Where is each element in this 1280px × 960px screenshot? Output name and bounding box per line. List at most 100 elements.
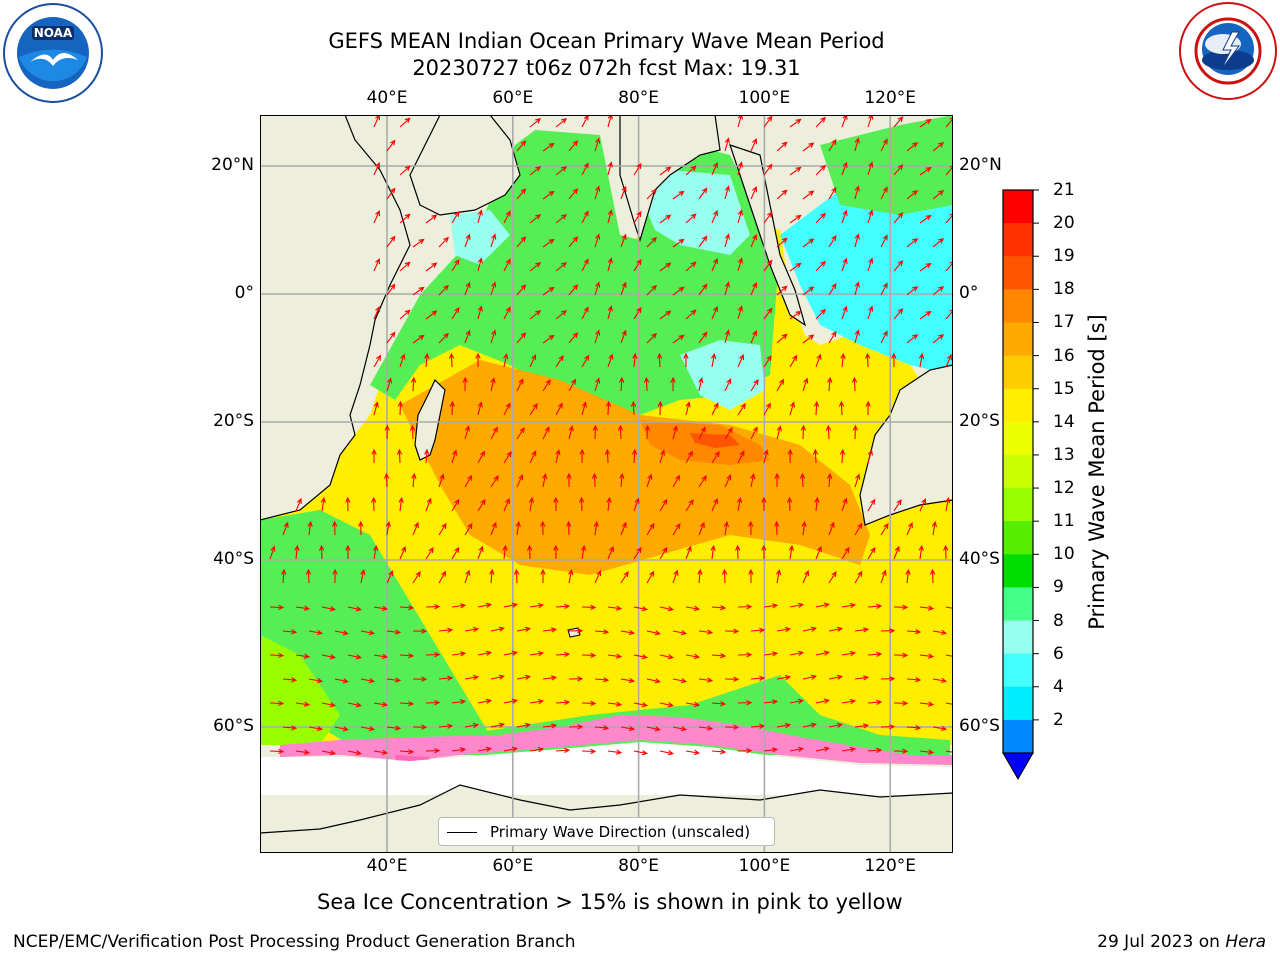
wave-direction-arrow (893, 545, 900, 560)
nws-logo (1179, 2, 1277, 100)
wave-direction-arrow (750, 379, 759, 392)
wave-direction-arrow (776, 378, 785, 392)
wave-direction-arrow (685, 213, 697, 224)
wave-direction-arrow (399, 748, 415, 755)
wave-direction-arrow (672, 474, 681, 488)
wave-direction-arrow (724, 137, 730, 152)
wave-direction-arrow (360, 630, 376, 636)
wave-direction-arrow (555, 651, 571, 658)
wave-direction-arrow (737, 115, 743, 128)
wave-direction-arrow (607, 209, 613, 224)
lat-tick-left-3: 40°S (213, 549, 254, 569)
wave-direction-arrow (893, 260, 904, 272)
wave-direction-arrow (750, 675, 766, 681)
wave-direction-arrow (451, 306, 460, 320)
wave-direction-arrow (282, 521, 289, 536)
wave-direction-arrow (321, 702, 336, 708)
wave-direction-arrow (633, 702, 648, 708)
wave-direction-arrow (503, 698, 518, 704)
wave-direction-arrow (672, 334, 685, 344)
wave-direction-arrow (750, 329, 757, 344)
wave-direction-arrow (332, 520, 338, 536)
wave-direction-arrow (399, 309, 411, 320)
wave-direction-arrow (763, 115, 773, 128)
wave-direction-arrow (383, 472, 390, 488)
wave-direction-arrow (412, 521, 419, 536)
wave-direction-arrow (412, 628, 428, 634)
wave-direction-arrow (827, 376, 833, 392)
wave-direction-arrow (282, 629, 298, 635)
wave-direction-arrow (711, 257, 718, 272)
lon-tick-bot-4: 120°E (864, 856, 917, 876)
wave-direction-arrow (360, 726, 376, 732)
wave-direction-arrow (919, 749, 935, 755)
wave-direction-arrow (581, 306, 589, 320)
wave-direction-arrow (503, 746, 518, 752)
wave-direction-arrow (579, 448, 585, 464)
wave-direction-arrow (880, 138, 888, 152)
wave-direction-arrow (399, 545, 406, 560)
wave-direction-arrow (710, 352, 717, 368)
colorbar-swatch-10 (1003, 521, 1033, 555)
wave-direction-arrow (841, 257, 848, 272)
wave-direction-arrow (750, 185, 757, 200)
wave-direction-arrow (529, 354, 537, 368)
wave-direction-arrow (815, 650, 830, 656)
wave-direction-arrow (451, 603, 467, 609)
wave-direction-arrow (893, 700, 909, 706)
wave-direction-arrow (373, 401, 379, 416)
wave-direction-arrow (919, 214, 932, 224)
wave-direction-arrow (685, 545, 692, 560)
wave-direction-arrow (748, 568, 754, 584)
colorbar-tick-15: 15 (1053, 378, 1075, 399)
wave-direction-arrow (477, 305, 483, 320)
wave-direction-arrow (789, 746, 804, 752)
wave-direction-arrow (555, 213, 568, 224)
wave-direction-arrow (318, 544, 325, 560)
wave-direction-arrow (489, 568, 495, 584)
wave-direction-arrow (386, 139, 396, 152)
wave-direction-arrow (932, 333, 945, 344)
wave-direction-arrow (451, 210, 460, 224)
colorbar-tick-12: 12 (1053, 478, 1075, 499)
wave-direction-arrow (763, 402, 771, 416)
wave-direction-arrow (812, 448, 819, 464)
wave-direction-arrow (438, 332, 449, 344)
wave-direction-arrow (633, 306, 642, 320)
wave-direction-arrow (763, 747, 779, 753)
colorbar-swatch-7 (1003, 421, 1033, 456)
wave-direction-arrow (568, 378, 576, 392)
wave-direction-arrow (867, 498, 876, 512)
wave-direction-arrow (490, 474, 499, 488)
wave-direction-arrow (464, 722, 480, 729)
wave-direction-arrow (802, 190, 815, 200)
wave-direction-arrow (815, 353, 822, 368)
wave-direction-arrow (711, 451, 720, 464)
colorbar-swatch-8 (1003, 454, 1033, 489)
wave-direction-arrow (893, 498, 902, 512)
wave-direction-arrow (373, 653, 389, 660)
wave-direction-arrow (724, 281, 730, 296)
wave-direction-arrow (750, 426, 758, 440)
wave-direction-arrow (815, 698, 830, 704)
wave-direction-arrow (542, 627, 558, 633)
wave-direction-arrow (294, 544, 300, 560)
colorbar-tick-17: 17 (1053, 312, 1075, 333)
wave-direction-arrow (490, 426, 498, 440)
wave-direction-arrow (880, 676, 896, 682)
wave-direction-arrow (799, 472, 806, 488)
wave-direction-arrow (825, 424, 832, 440)
wave-direction-arrow (503, 258, 511, 272)
wave-direction-arrow (308, 725, 324, 732)
wave-direction-arrow (776, 425, 782, 440)
wave-direction-arrow (516, 722, 532, 728)
wave-direction-arrow (711, 605, 727, 611)
wave-direction-arrow (399, 117, 411, 128)
colorbar-tick-21: 21 (1053, 180, 1075, 200)
colorbar-tick-10: 10 (1053, 544, 1075, 565)
colorbar-swatch-5 (1003, 355, 1033, 390)
wave-direction-arrow (943, 544, 949, 560)
wave-direction-arrow (672, 238, 685, 248)
wave-direction-arrow (672, 569, 679, 584)
wave-direction-arrow (802, 674, 817, 680)
